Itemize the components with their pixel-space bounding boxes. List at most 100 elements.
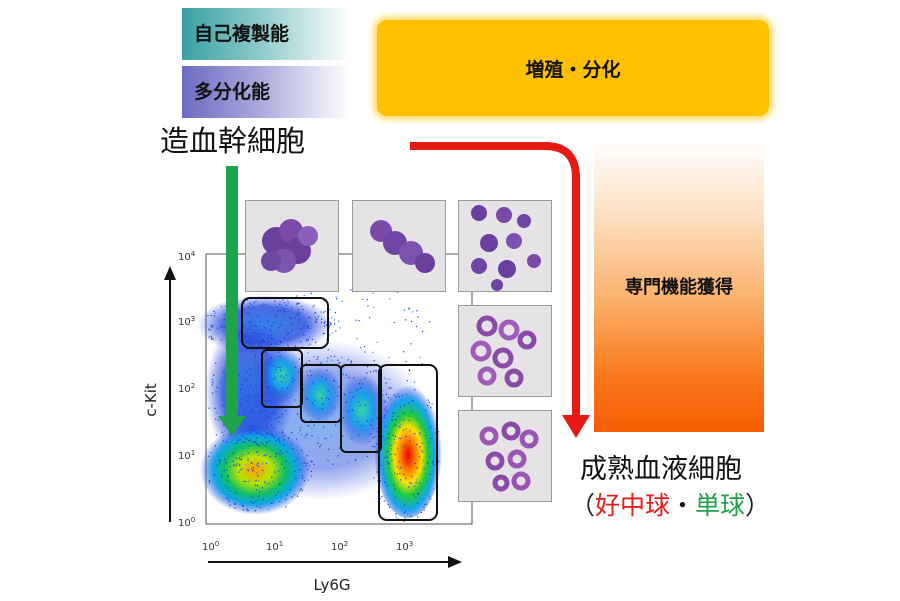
scatter-dot — [270, 343, 272, 345]
scatter-dot — [238, 463, 241, 465]
scatter-dot — [261, 487, 263, 489]
scatter-dot — [388, 432, 390, 435]
scatter-dot — [265, 454, 267, 456]
scatter-dot — [285, 444, 287, 446]
scatter-dot — [279, 501, 281, 503]
scatter-dot — [377, 428, 379, 430]
scatter-dot — [330, 435, 332, 437]
scatter-dot — [276, 435, 278, 437]
scatter-dot — [317, 315, 319, 317]
scatter-dot — [400, 479, 402, 481]
scatter-dot — [275, 368, 277, 371]
scatter-dot — [353, 377, 355, 379]
scatter-dot — [294, 470, 296, 472]
scatter-dot — [221, 431, 223, 433]
scatter-dot — [317, 356, 319, 358]
scatter-dot — [358, 320, 360, 322]
scatter-dot — [310, 420, 312, 422]
scatter-dot — [311, 339, 313, 341]
scatter-dot — [247, 333, 249, 335]
scatter-dot — [403, 351, 405, 353]
scatter-dot — [323, 311, 325, 313]
scatter-dot — [215, 434, 217, 436]
scatter-dot — [373, 360, 375, 362]
scatter-dot — [280, 305, 282, 307]
scatter-dot — [258, 395, 260, 397]
scatter-dot — [248, 312, 250, 314]
scatter-dot — [356, 338, 358, 340]
x-axis — [208, 556, 462, 568]
gate-5 — [378, 364, 438, 521]
scatter-dot — [350, 362, 352, 364]
scatter-dot — [338, 447, 341, 449]
scatter-dot — [247, 452, 249, 454]
scatter-dot — [278, 470, 280, 472]
scatter-dot — [249, 355, 251, 357]
scatter-dot — [326, 369, 328, 371]
scatter-dot — [400, 424, 402, 426]
scatter-dot — [408, 307, 411, 309]
scatter-dot — [233, 464, 235, 466]
scatter-dot — [334, 323, 336, 325]
scatter-dot — [236, 492, 238, 495]
scatter-dot — [271, 379, 273, 381]
scatter-dot — [287, 344, 289, 346]
scatter-dot — [427, 462, 429, 464]
scatter-dot — [244, 413, 246, 415]
scatter-dot — [405, 435, 407, 438]
scatter-dot — [256, 472, 258, 474]
scatter-dot — [270, 357, 272, 359]
scatter-dot — [250, 302, 252, 304]
scatter-dot — [266, 433, 268, 435]
scatter-dot — [251, 405, 253, 407]
scatter-dot — [305, 465, 307, 467]
scatter-dot — [382, 394, 384, 396]
scatter-dot — [398, 396, 400, 398]
scatter-dot — [315, 321, 317, 323]
scatter-dot — [407, 513, 409, 515]
scatter-dot — [275, 418, 277, 420]
scatter-dot — [258, 445, 260, 447]
scatter-dot — [282, 431, 284, 433]
scatter-dot — [243, 441, 245, 443]
scatter-dot — [277, 343, 279, 345]
scatter-dot — [293, 494, 295, 496]
scatter-dot — [222, 434, 225, 436]
scatter-dot — [288, 332, 290, 334]
scatter-dot — [305, 434, 307, 437]
scatter-dot — [419, 482, 421, 484]
scatter-dot — [424, 503, 426, 506]
scatter-dot — [265, 394, 267, 396]
scatter-dot — [409, 437, 411, 439]
scatter-dot — [308, 465, 311, 467]
scatter-dot — [245, 335, 247, 337]
scatter-dot — [295, 315, 297, 317]
scatter-dot — [399, 467, 401, 469]
scatter-dot — [249, 328, 251, 331]
scatter-dot — [366, 372, 368, 374]
multipotency-legend: 多分化能 — [182, 66, 350, 118]
scatter-dot — [253, 332, 255, 334]
scatter-dot — [323, 325, 326, 327]
scatter-dot — [274, 426, 276, 429]
scatter-dot — [307, 325, 309, 328]
scatter-dot — [275, 440, 277, 442]
scatter-dot — [386, 452, 388, 454]
scatter-dot — [252, 349, 255, 351]
scatter-dot — [281, 334, 284, 336]
scatter-dot — [212, 382, 214, 384]
scatter-dot — [265, 304, 267, 306]
scatter-dot — [219, 462, 221, 464]
scatter-dot — [306, 462, 308, 464]
scatter-dot — [402, 419, 405, 421]
scatter-dot — [240, 495, 242, 497]
scatter-dot — [235, 457, 237, 459]
scatter-dot — [397, 448, 399, 450]
scatter-dot — [313, 463, 315, 465]
scatter-dot — [246, 400, 248, 402]
scatter-dot — [299, 313, 302, 315]
scatter-dot — [293, 321, 296, 323]
scatter-dot — [264, 418, 266, 420]
scatter-dot — [239, 316, 241, 318]
scatter-dot — [312, 382, 314, 384]
